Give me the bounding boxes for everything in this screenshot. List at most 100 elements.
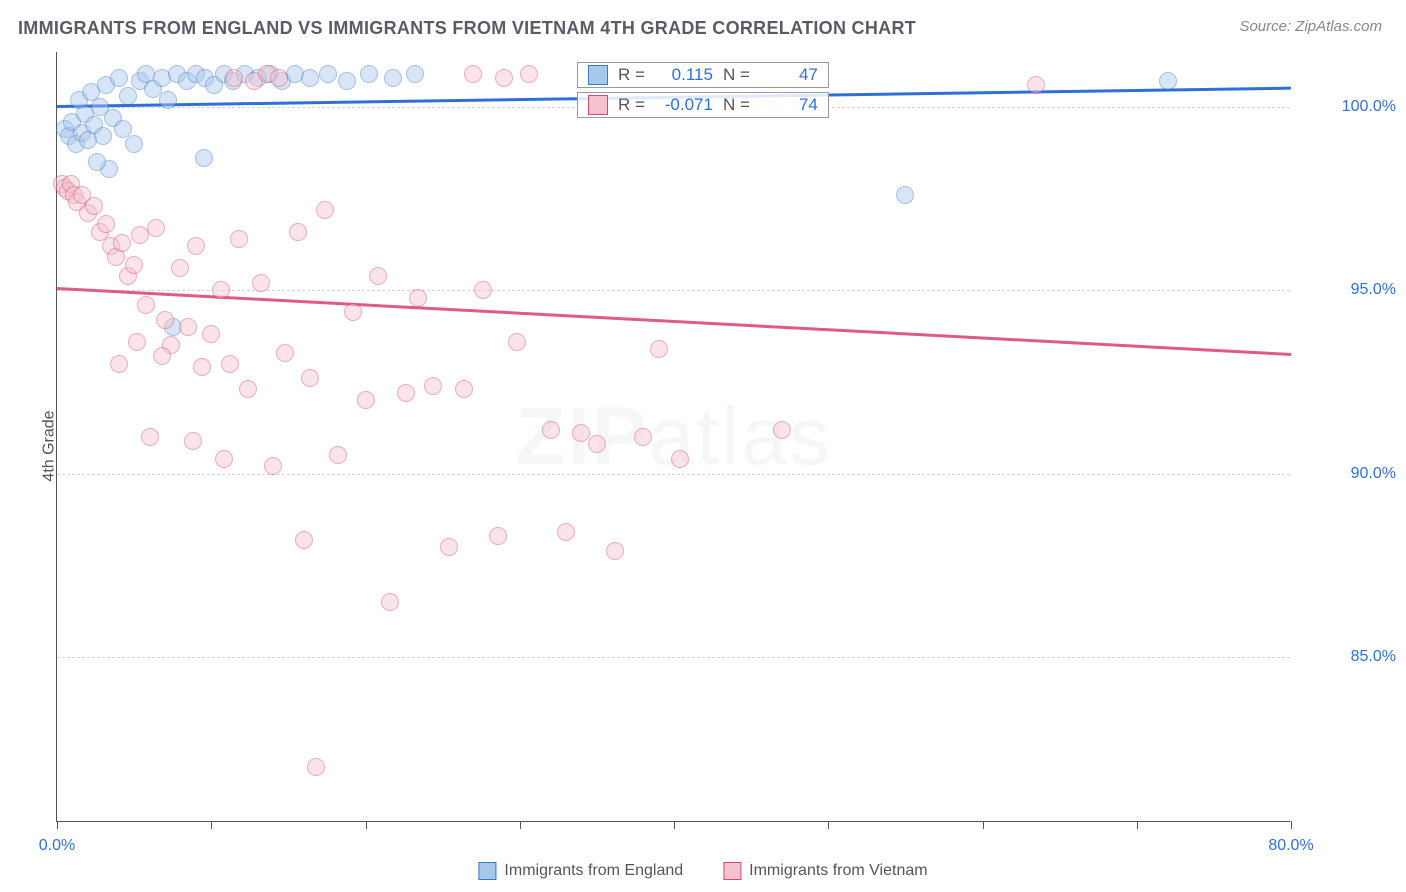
data-point [88, 153, 106, 171]
data-point [369, 267, 387, 285]
legend-bottom: Immigrants from England Immigrants from V… [478, 862, 927, 880]
data-point [289, 223, 307, 241]
chart-title: IMMIGRANTS FROM ENGLAND VS IMMIGRANTS FR… [18, 18, 916, 39]
data-point [1159, 72, 1177, 90]
legend-item: Immigrants from England [478, 862, 683, 880]
data-point [264, 457, 282, 475]
xtick [520, 821, 521, 829]
data-point [588, 435, 606, 453]
stat-n-value: 47 [760, 65, 818, 85]
data-point [409, 289, 427, 307]
data-point [508, 333, 526, 351]
xtick-label: 80.0% [1268, 837, 1313, 855]
data-point [295, 531, 313, 549]
xtick [674, 821, 675, 829]
data-point [606, 542, 624, 560]
gridline-h [57, 290, 1290, 291]
data-point [464, 65, 482, 83]
data-point [773, 421, 791, 439]
data-point [338, 72, 356, 90]
data-point [184, 432, 202, 450]
data-point [357, 391, 375, 409]
legend-item: Immigrants from Vietnam [723, 862, 927, 880]
data-point [147, 219, 165, 237]
data-point [276, 344, 294, 362]
ytick-label: 95.0% [1351, 281, 1396, 299]
data-point [316, 201, 334, 219]
data-point [344, 303, 362, 321]
data-point [110, 355, 128, 373]
source-label: Source: ZipAtlas.com [1239, 18, 1382, 35]
gridline-h [57, 657, 1290, 658]
data-point [542, 421, 560, 439]
data-point [424, 377, 442, 395]
data-point [307, 758, 325, 776]
data-point [520, 65, 538, 83]
data-point [119, 87, 137, 105]
data-point [381, 593, 399, 611]
data-point [187, 237, 205, 255]
data-point [125, 135, 143, 153]
data-point [239, 380, 257, 398]
data-point [301, 69, 319, 87]
ytick-label: 100.0% [1342, 98, 1396, 116]
stat-n-label: N = [723, 95, 750, 115]
legend-label: Immigrants from England [504, 862, 683, 880]
data-point [159, 91, 177, 109]
data-point [85, 197, 103, 215]
data-point [270, 69, 288, 87]
data-point [397, 384, 415, 402]
stat-r-label: R = [618, 65, 645, 85]
data-point [171, 259, 189, 277]
data-point [113, 234, 131, 252]
data-point [137, 296, 155, 314]
data-point [141, 428, 159, 446]
data-point [455, 380, 473, 398]
data-point [153, 347, 171, 365]
data-point [896, 186, 914, 204]
data-point [634, 428, 652, 446]
data-point [193, 358, 211, 376]
stats-box: R =-0.071N =74 [577, 92, 829, 118]
data-point [650, 340, 668, 358]
data-point [125, 256, 143, 274]
data-point [440, 538, 458, 556]
xtick [1137, 821, 1138, 829]
data-point [221, 355, 239, 373]
data-point [94, 127, 112, 145]
stat-n-value: 74 [760, 95, 818, 115]
series-swatch [588, 95, 608, 115]
data-point [156, 311, 174, 329]
legend-swatch [478, 862, 496, 880]
data-point [1027, 76, 1045, 94]
xtick [983, 821, 984, 829]
data-point [128, 333, 146, 351]
data-point [557, 523, 575, 541]
data-point [384, 69, 402, 87]
data-point [329, 446, 347, 464]
stat-n-label: N = [723, 65, 750, 85]
gridline-h [57, 474, 1290, 475]
data-point [225, 69, 243, 87]
plot-area: ZIPatlas 85.0%90.0%95.0%100.0%0.0%80.0%R… [56, 52, 1290, 822]
data-point [97, 215, 115, 233]
ytick-label: 90.0% [1351, 465, 1396, 483]
legend-label: Immigrants from Vietnam [749, 862, 927, 880]
stat-r-label: R = [618, 95, 645, 115]
data-point [195, 149, 213, 167]
correlation-chart: IMMIGRANTS FROM ENGLAND VS IMMIGRANTS FR… [0, 0, 1406, 892]
data-point [179, 318, 197, 336]
data-point [252, 274, 270, 292]
ytick-label: 85.0% [1351, 648, 1396, 666]
xtick [366, 821, 367, 829]
data-point [495, 69, 513, 87]
data-point [319, 65, 337, 83]
data-point [301, 369, 319, 387]
legend-swatch [723, 862, 741, 880]
series-swatch [588, 65, 608, 85]
stats-box: R =0.115N =47 [577, 62, 829, 88]
data-point [360, 65, 378, 83]
data-point [110, 69, 128, 87]
data-point [202, 325, 220, 343]
data-point [671, 450, 689, 468]
